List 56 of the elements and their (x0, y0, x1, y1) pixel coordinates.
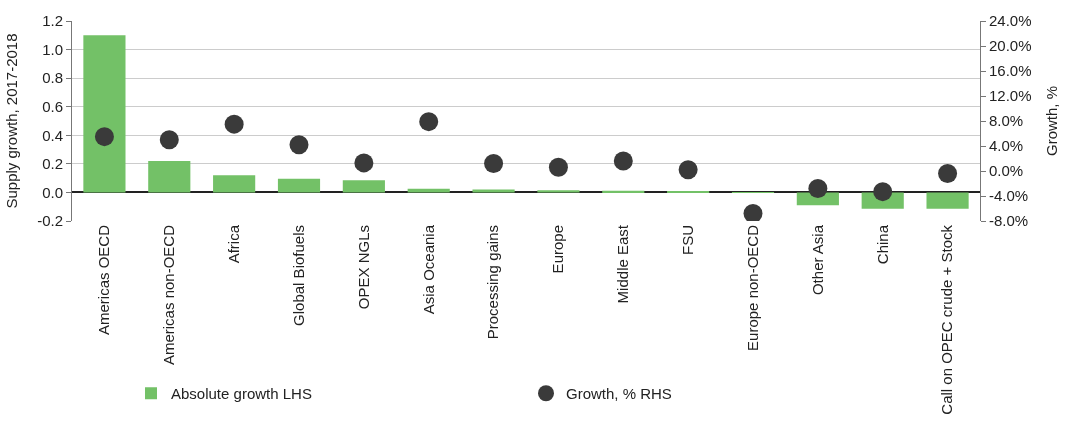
x-tick-label: Middle East (614, 224, 632, 304)
x-tick-label: FSU (679, 225, 697, 255)
x-tick-label: Europe (549, 225, 567, 274)
y-tick-label: 0.2 (42, 155, 63, 173)
y2-tick-label: 4.0% (989, 137, 1024, 155)
y2-tick-label: 12.0% (989, 87, 1032, 105)
x-tick-label: China (873, 224, 891, 265)
point (613, 151, 633, 171)
point (548, 157, 568, 177)
point (743, 204, 763, 221)
y2-tick-label: 0.0% (989, 162, 1024, 180)
legend-label: Absolute growth LHS (171, 385, 312, 403)
x-tick-label: Global Biofuels (289, 225, 307, 326)
point (938, 164, 958, 183)
bar (537, 190, 580, 193)
point (289, 135, 309, 155)
legend-label: Growth, % RHS (566, 385, 672, 403)
x-tick-label: Asia Oceania (419, 224, 437, 315)
y-tick-label: -0.2 (37, 212, 63, 230)
y-tick-label: 1.2 (42, 12, 63, 30)
bar (213, 175, 256, 193)
y-tick-label: 0.8 (42, 69, 63, 87)
x-tick-label: Processing gains (484, 225, 502, 340)
y-axis-title: Supply growth, 2017-2018 (3, 33, 21, 209)
x-tick-label: Other Asia (808, 224, 826, 296)
y2-tick-label: 20.0% (989, 37, 1032, 55)
x-tick-label: Americas OECD (95, 224, 113, 336)
point (419, 112, 439, 132)
point (484, 154, 504, 173)
point (354, 153, 374, 173)
y2-tick-label: 16.0% (989, 62, 1032, 80)
bar (83, 35, 126, 193)
y2-tick-label: 8.0% (989, 112, 1024, 130)
y-tick-label: 0.6 (42, 97, 63, 115)
bar (148, 161, 191, 193)
bar (277, 178, 321, 193)
bar (926, 192, 969, 209)
x-tick-label: Europe non-OECD (743, 224, 761, 351)
x-tick-label: OPEX NGLs (354, 225, 372, 310)
point (873, 182, 893, 202)
point (678, 160, 698, 180)
y2-tick-label: -4.0% (989, 187, 1029, 205)
y-tick-label: 0.4 (42, 126, 63, 144)
bar (342, 180, 385, 193)
y-tick-label: 1.0 (42, 40, 63, 58)
point (224, 114, 244, 134)
y2-axis-title: Growth, % (1042, 85, 1060, 157)
x-tick-label: Americas non-OECD (160, 224, 178, 366)
y2-tick-label: -8.0% (989, 212, 1029, 230)
y-tick-label: 0.0 (42, 183, 63, 201)
point (808, 179, 828, 198)
x-tick-label: Call on OPEC crude + Stock (938, 224, 956, 415)
point (159, 130, 179, 150)
point (94, 127, 114, 147)
x-tick-label: Africa (225, 224, 243, 264)
y2-tick-label: 24.0% (989, 12, 1032, 30)
